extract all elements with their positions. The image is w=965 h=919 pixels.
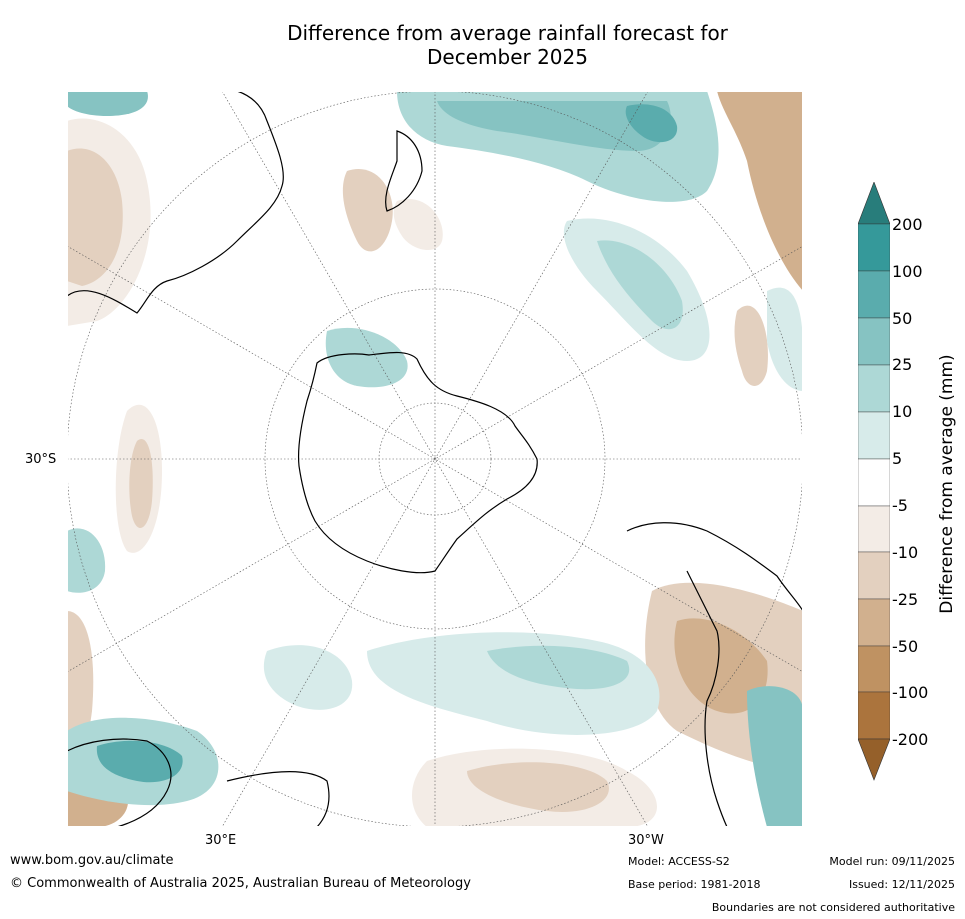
colorbar-segment-minus10-minus25: [858, 551, 890, 600]
wet-region-pacific-north-peak: [625, 104, 678, 143]
colorbar-segment-minus50-minus100: [858, 645, 890, 693]
title-line-2: December 2025: [427, 45, 588, 69]
dry-region-pacific-east: [717, 91, 803, 291]
antarctica-coastline: [297, 351, 538, 574]
colorbar-tick-200: 200: [892, 215, 923, 234]
footer-issued: Issued: 12/11/2025: [848, 878, 955, 891]
colorbar-tick-25: 25: [892, 355, 913, 374]
wet-region-indian-ocean-south: [67, 528, 106, 593]
rainfall-map: [67, 91, 803, 827]
footer-disclaimer: Boundaries are not considered authoritat…: [711, 901, 955, 914]
longitude-label-30w: 30°W: [628, 833, 664, 848]
longitude-label-30e: 30°E: [205, 833, 237, 848]
map-frame: [67, 91, 803, 827]
latitude-label-30s: 30°S: [25, 452, 57, 467]
wet-region-atlantic-central-core: [487, 645, 630, 690]
latitude-circle-60s: [264, 288, 606, 630]
colorbar-segment-50-100: [858, 270, 890, 319]
south-america-coastline: [626, 522, 803, 827]
footer-model-run: Model run: 09/11/2025: [829, 855, 955, 868]
dry-region-near-tasman: [342, 169, 393, 252]
colorbar-tick-minus50: -50: [892, 637, 919, 656]
wet-region-pacific-east: [767, 287, 803, 391]
title-line-1: Difference from average rainfall forecas…: [287, 21, 728, 45]
colorbar-tick-minus10: -10: [892, 543, 919, 562]
colorbar-segment-minus100-minus200: [858, 691, 890, 740]
wet-region-antarctic-peninsula-north: [325, 327, 408, 388]
dry-region-south-america-core: [674, 618, 768, 714]
colorbar-segment-minus5-minus10: [858, 505, 890, 553]
colorbar-segment-5-10: [858, 411, 890, 460]
colorbar-tick-minus25: -25: [892, 590, 919, 609]
footer-website: www.bom.gov.au/climate: [10, 853, 174, 868]
dry-region-southeast-pacific: [734, 305, 768, 386]
colorbar-tick-minus100: -100: [892, 683, 929, 702]
colorbar-segment-25-50: [858, 317, 890, 366]
graticule: [67, 91, 803, 827]
colorbar: [858, 182, 890, 781]
wet-region-pacific-band-core: [597, 240, 683, 330]
footer-base-period: Base period: 1981-2018: [628, 878, 761, 891]
colorbar-tick-minus5: -5: [892, 496, 908, 515]
colorbar-segment-neutral: [858, 458, 890, 507]
colorbar-tick-10: 10: [892, 402, 913, 421]
colorbar-segment-100-200: [858, 223, 890, 272]
colorbar-tick-100: 100: [892, 262, 923, 281]
coastlines: [67, 91, 803, 827]
chart-title: Difference from average rainfall forecas…: [200, 21, 815, 69]
footer-model: Model: ACCESS-S2: [628, 855, 730, 868]
colorbar-tick-minus200: -200: [892, 730, 929, 749]
wet-region-south-america-west: [747, 686, 803, 827]
colorbar-extend-dry: [858, 738, 890, 781]
dry-region-atlantic-south-core: [467, 762, 609, 812]
colorbar-title: Difference from average (mm): [937, 354, 957, 614]
dry-region-southern-ocean-a-core: [129, 439, 153, 528]
colorbar-extend-wet: [858, 182, 890, 225]
colorbar-segment-10-25: [858, 364, 890, 413]
australia-coastline: [67, 91, 284, 314]
new-zealand-coastline: [385, 130, 423, 212]
wet-region-indian-ocean-mid: [263, 645, 353, 710]
wet-region-australia-north: [67, 91, 148, 116]
wet-region-pacific-north-core: [437, 101, 671, 151]
africa-coastline: [67, 738, 330, 827]
colorbar-segment-minus25-minus50: [858, 598, 890, 647]
colorbar-tick-50: 50: [892, 309, 913, 328]
footer-copyright: © Commonwealth of Australia 2025, Austra…: [10, 876, 471, 891]
dry-region-tasman: [393, 199, 443, 251]
colorbar-tick-5: 5: [892, 449, 903, 468]
dry-region-indian-ocean-west-core: [67, 148, 123, 286]
